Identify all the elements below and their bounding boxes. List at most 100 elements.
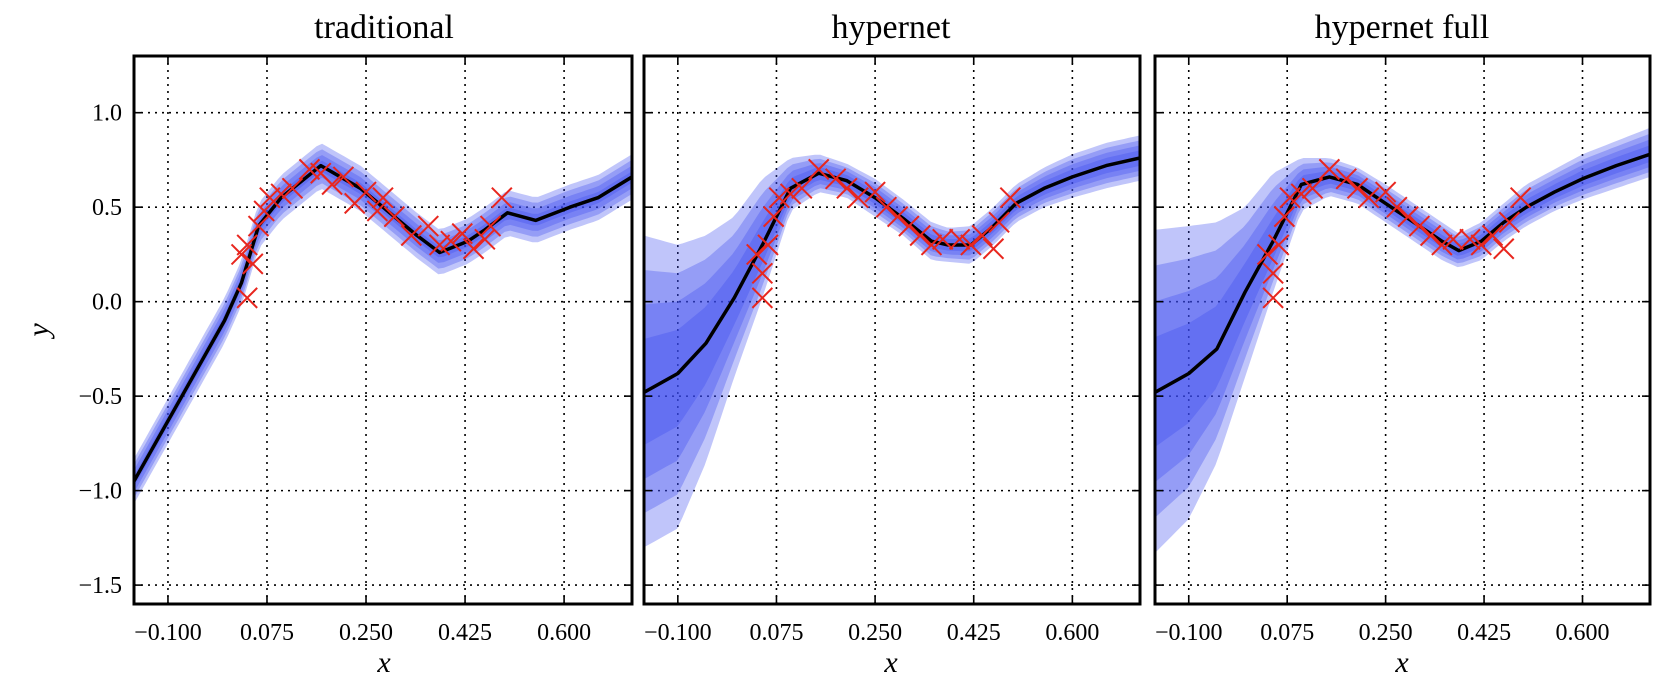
- observation-marker: [230, 243, 253, 266]
- observation-marker: [1386, 196, 1408, 218]
- y-tick-label: 0.0: [92, 290, 122, 316]
- observation-marker: [474, 228, 496, 251]
- observation-marker: [864, 181, 886, 203]
- x-tick-label: −0.100: [1155, 620, 1223, 646]
- observation-marker: [1256, 243, 1279, 266]
- observation-marker: [1481, 224, 1504, 247]
- observation-marker: [982, 238, 1005, 260]
- x-tick-label: −0.100: [134, 620, 202, 646]
- observation-marker: [259, 187, 281, 209]
- x-tick-label: 0.250: [1359, 620, 1413, 646]
- observation-marker: [451, 222, 473, 245]
- observation-marker: [1268, 234, 1290, 256]
- observation-marker: [999, 187, 1022, 209]
- uncertainty-band-1: [134, 143, 632, 504]
- observation-marker: [836, 177, 858, 199]
- observation-marker: [1318, 158, 1341, 181]
- observation-marker: [762, 205, 785, 228]
- observation-marker: [791, 177, 813, 199]
- observation-marker: [751, 287, 774, 309]
- panel-traditional: traditional x −0.100 0.075 0.250 0.425 0.600…: [78, 9, 634, 679]
- uncertainty-band-3: [1155, 139, 1650, 483]
- plot-area: [134, 143, 632, 504]
- panel-title: traditional: [314, 9, 454, 46]
- observation-marker: [1279, 187, 1301, 209]
- uncertainty-band-4: [644, 150, 1140, 446]
- uncertainty-band-1: [644, 135, 1140, 548]
- x-tick-label: 0.600: [537, 620, 591, 646]
- observation-marker: [909, 224, 931, 247]
- x-tick-label: 0.600: [1045, 620, 1099, 646]
- observation-marker: [236, 234, 258, 256]
- x-tick-label: −0.100: [644, 620, 712, 646]
- observation-marker: [281, 177, 304, 199]
- observation-marker: [1419, 224, 1442, 247]
- observation-marker: [242, 253, 264, 275]
- observation-marker: [1290, 183, 1312, 205]
- x-tick-label: 0.075: [1260, 620, 1314, 646]
- observation-marker: [971, 224, 993, 247]
- observation-marker: [247, 215, 270, 237]
- axes-frame: [132, 54, 634, 606]
- observation-marker: [1335, 168, 1357, 190]
- observation-marker: [1442, 228, 1464, 251]
- observation-marker: [1358, 187, 1380, 209]
- observation-marker: [1431, 234, 1453, 256]
- observation-marker: [400, 224, 423, 247]
- observation-marker: [440, 230, 462, 252]
- observation-marker: [1374, 181, 1397, 203]
- observation-marker: [808, 158, 830, 181]
- panel-hypernet-full: hypernet full x −0.100 0.075 0.250 0.425 0.6…: [1153, 9, 1652, 679]
- x-axis-label: x: [883, 646, 898, 679]
- y-tick-label: −1.5: [78, 573, 122, 599]
- x-axis-label: x: [376, 646, 391, 679]
- observation-marker: [948, 228, 971, 251]
- y-axis-label: y: [22, 323, 55, 340]
- observation-marker: [1301, 177, 1324, 199]
- x-tick-label: 0.250: [848, 620, 902, 646]
- observation-marker: [932, 228, 954, 251]
- y-tick-label: −1.0: [78, 479, 122, 505]
- observation-marker: [1470, 234, 1492, 256]
- uncertainty-band-4: [134, 160, 632, 487]
- observation-marker: [417, 215, 439, 237]
- y-tick-label: 0.5: [92, 195, 122, 221]
- x-axis-label: x: [1394, 646, 1409, 679]
- uncertainty-band-3: [644, 145, 1140, 480]
- observation-marker: [847, 187, 869, 209]
- x-tick-label: 0.425: [947, 620, 1001, 646]
- axes-frame: [1153, 54, 1652, 606]
- panel-hypernet: hypernet x −0.100 0.075 0.250 0.425 0.600: [642, 9, 1142, 679]
- uncertainty-band-4: [1155, 145, 1650, 448]
- x-tick-label: 0.425: [1457, 620, 1511, 646]
- observation-marker: [757, 234, 779, 256]
- observation-marker: [1459, 228, 1481, 251]
- x-tick-label: 0.250: [339, 620, 393, 646]
- observation-marker: [898, 215, 920, 237]
- observation-marker: [321, 173, 343, 196]
- observation-marker: [355, 181, 377, 203]
- observation-marker: [886, 205, 909, 228]
- y-tick-label: 1.0: [92, 101, 122, 127]
- observation-marker: [298, 158, 321, 181]
- observation-marker: [1509, 187, 1532, 209]
- observation-marker: [428, 234, 451, 256]
- mean-prediction-line: [134, 163, 632, 483]
- observation-marker: [746, 243, 768, 266]
- observation-marker: [988, 211, 1010, 233]
- uncertainty-band-3: [134, 155, 632, 493]
- observation-marker: [479, 215, 502, 237]
- observation-marker: [824, 168, 847, 190]
- observation-marker: [768, 187, 790, 209]
- observation-marker: [1397, 205, 1419, 228]
- observation-marker: [366, 200, 389, 222]
- panel-title: hypernet: [832, 9, 952, 46]
- axes-frame: [642, 54, 1142, 606]
- observation-marker: [383, 205, 406, 228]
- y-tick-label: −0.5: [78, 384, 122, 410]
- mean-prediction-line: [644, 156, 1140, 394]
- observation-marker: [751, 262, 774, 285]
- observation-marker: [960, 234, 982, 256]
- x-tick-label: 0.600: [1556, 620, 1610, 646]
